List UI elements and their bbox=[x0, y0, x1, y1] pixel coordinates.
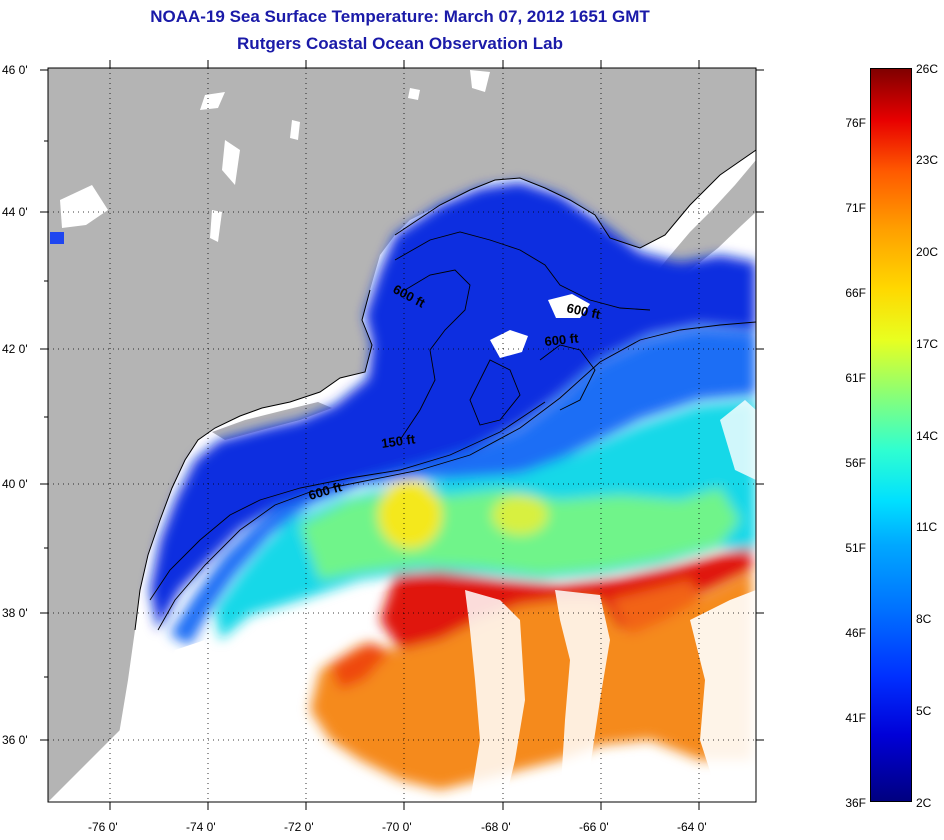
colorbar-c-label: 23C bbox=[916, 153, 939, 167]
bathymetry-contours bbox=[149, 231, 756, 631]
lon-label: -66 0' bbox=[579, 820, 609, 834]
lat-label: 38 0' bbox=[2, 606, 28, 620]
contour-label: 150 ft bbox=[380, 431, 416, 451]
axis-ticks bbox=[40, 60, 764, 810]
lat-label: 46 0' bbox=[2, 63, 28, 77]
lon-label: -72 0' bbox=[284, 820, 314, 834]
colorbar-f-label: 56F bbox=[845, 456, 866, 470]
land-nova-scotia bbox=[652, 160, 756, 288]
cloud-gaps bbox=[48, 400, 756, 802]
contour-label: 600 ft bbox=[544, 330, 580, 349]
colorbar-c-label: 20C bbox=[916, 245, 939, 259]
lat-label: 44 0' bbox=[2, 205, 28, 219]
colorbar-c-label: 2C bbox=[916, 796, 932, 810]
colorbar-c-label: 8C bbox=[916, 612, 932, 626]
lon-label: -68 0' bbox=[481, 820, 511, 834]
land-mass bbox=[48, 68, 756, 802]
lat-label: 42 0' bbox=[2, 342, 28, 356]
map-title: NOAA-19 Sea Surface Temperature: March 0… bbox=[150, 7, 650, 26]
sst-field bbox=[150, 182, 756, 790]
colorbar-f-label: 41F bbox=[845, 711, 866, 725]
colorbar-f-label: 76F bbox=[845, 116, 866, 130]
colorbar-c-label: 11C bbox=[916, 520, 938, 534]
lon-label: -70 0' bbox=[382, 820, 412, 834]
temperature-colorbar bbox=[870, 68, 912, 802]
lon-label: -74 0' bbox=[186, 820, 216, 834]
lake-champlain bbox=[50, 232, 64, 244]
colorbar-f-label: 46F bbox=[845, 626, 866, 640]
colorbar-f-label: 66F bbox=[845, 286, 866, 300]
islands bbox=[60, 70, 590, 358]
colorbar-f-label: 61F bbox=[845, 371, 866, 385]
land-long-island bbox=[212, 402, 332, 440]
contour-label: 600 ft bbox=[565, 300, 602, 322]
map-frame bbox=[47, 67, 757, 803]
map-subtitle: Rutgers Coastal Ocean Observation Lab bbox=[237, 34, 563, 53]
lon-label: -76 0' bbox=[88, 820, 118, 834]
colorbar-f-label: 51F bbox=[845, 541, 866, 555]
colorbar-c-label: 26C bbox=[916, 62, 939, 76]
lon-label: -64 0' bbox=[677, 820, 707, 834]
colorbar-c-label: 5C bbox=[916, 704, 932, 718]
lat-label: 36 0' bbox=[2, 733, 28, 747]
lat-label: 40 0' bbox=[2, 477, 28, 491]
colorbar-c-label: 14C bbox=[916, 429, 939, 443]
graticule bbox=[48, 68, 756, 802]
colorbar-f-label: 71F bbox=[845, 201, 866, 215]
colorbar-c-label: 17C bbox=[916, 337, 939, 351]
colorbar-f-label: 36F bbox=[845, 796, 866, 810]
